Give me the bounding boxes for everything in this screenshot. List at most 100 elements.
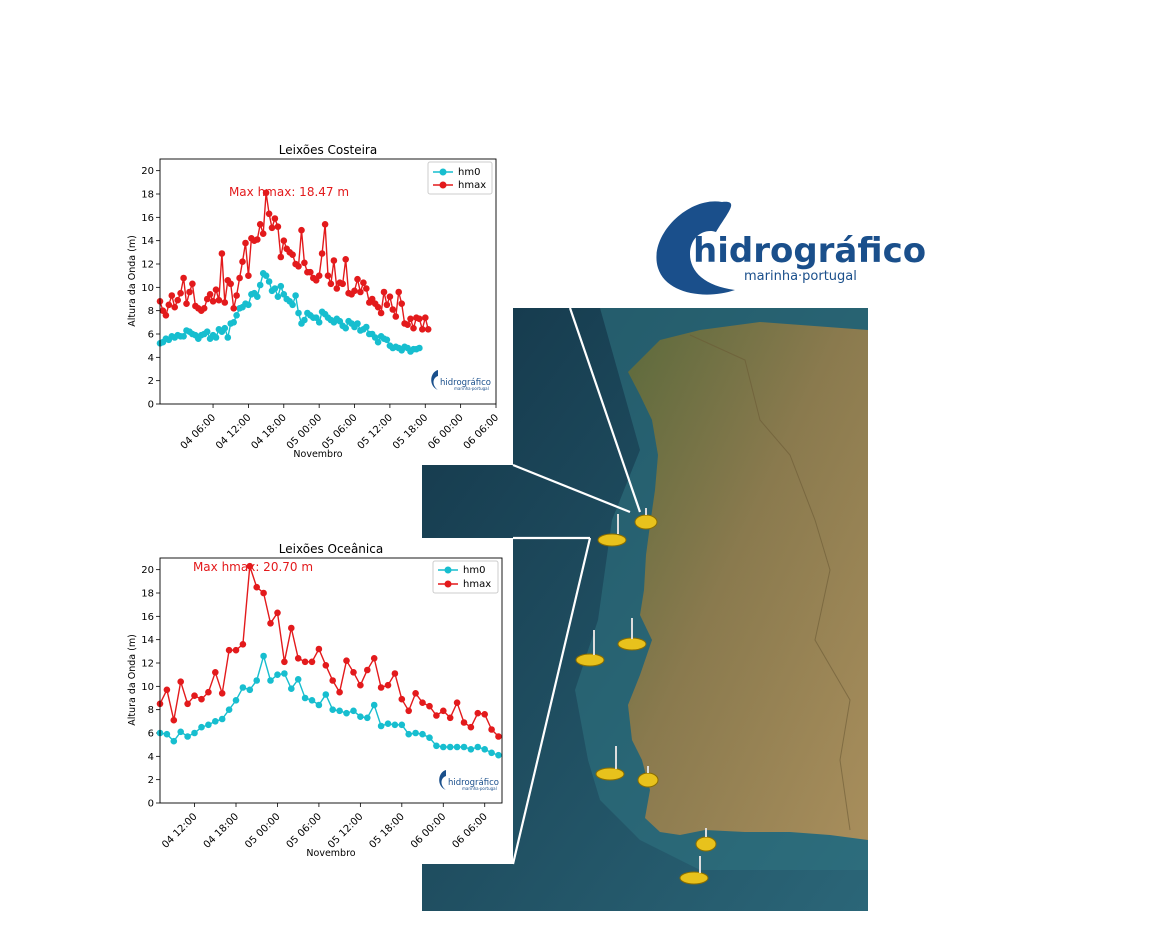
logo-main-text: hidrográfico (693, 231, 926, 271)
data-point-hmax (407, 315, 414, 323)
buoy-icon (597, 514, 627, 547)
data-point-hm0 (301, 694, 309, 702)
data-point-hmax (200, 305, 208, 312)
data-point-hmax (389, 306, 397, 313)
data-point-hmax (336, 688, 343, 696)
watermark-sub-text: marinha·portugal (462, 786, 497, 791)
data-point-hmax (354, 275, 361, 283)
data-point-hmax (184, 700, 191, 708)
buoy-icon (575, 630, 605, 667)
data-point-hmax (329, 677, 336, 684)
legend-marker-hmax (439, 181, 447, 189)
y-tick-label: 14 (141, 236, 154, 247)
data-point-hmax (318, 250, 326, 257)
data-point-hmax (198, 695, 205, 703)
data-point-hmax (209, 298, 217, 305)
data-point-hm0 (416, 344, 423, 352)
data-point-hm0 (177, 728, 184, 736)
data-point-hmax (298, 226, 305, 234)
data-point-hmax (294, 655, 302, 662)
data-point-hm0 (232, 697, 240, 704)
hidrografico-logo: hidrográfico marinha·portugal (656, 201, 926, 295)
data-point-hmax (384, 681, 392, 689)
data-point-hm0 (170, 737, 178, 745)
data-point-hmax (170, 716, 178, 724)
data-point-hm0 (322, 691, 330, 698)
data-point-hmax (368, 295, 376, 303)
data-point-hm0 (260, 652, 267, 660)
data-point-hmax (259, 230, 267, 237)
data-point-hmax (301, 259, 308, 267)
data-point-hmax (488, 726, 495, 733)
buoy-icon (617, 618, 647, 651)
data-point-hmax (380, 288, 388, 296)
data-point-hm0 (363, 323, 370, 331)
data-point-hmax (189, 280, 196, 288)
data-point-hm0 (474, 743, 482, 751)
legend-marker-hm0 (444, 566, 452, 574)
data-point-hm0 (288, 685, 295, 692)
data-point-hmax (239, 641, 247, 648)
data-point-hmax (474, 709, 482, 717)
data-point-hm0 (315, 701, 323, 709)
data-point-hm0 (391, 721, 399, 729)
buoy-icon (595, 746, 625, 781)
data-point-hm0 (384, 720, 392, 727)
data-point-hmax (171, 303, 178, 311)
data-point-hm0 (495, 751, 502, 759)
data-point-hm0 (460, 743, 468, 751)
data-point-hmax (218, 250, 226, 257)
x-axis-label: Novembro (306, 848, 355, 859)
data-point-hmax (392, 313, 400, 320)
data-point-hm0 (294, 676, 302, 683)
y-tick-label: 20 (141, 565, 154, 576)
data-point-hmax (289, 251, 296, 258)
data-point-hmax (205, 688, 212, 696)
data-point-hm0 (467, 746, 475, 753)
data-point-hmax (343, 657, 350, 664)
data-point-hm0 (274, 293, 282, 300)
data-point-hm0 (239, 684, 247, 691)
data-point-hmax (357, 288, 364, 296)
data-point-hmax (206, 291, 214, 298)
data-point-hm0 (405, 730, 413, 738)
data-point-hmax (308, 658, 316, 666)
data-point-hm0 (256, 281, 264, 289)
callout-line (568, 307, 642, 513)
data-point-hmax (395, 288, 403, 296)
data-point-hmax (383, 301, 391, 309)
data-point-hmax (410, 324, 417, 332)
data-point-hmax (236, 274, 243, 282)
data-point-hmax (191, 692, 198, 699)
data-point-hm0 (374, 338, 382, 346)
data-point-hm0 (433, 742, 440, 750)
data-point-hmax (274, 609, 281, 617)
data-point-hmax (274, 223, 282, 230)
data-point-hm0 (398, 721, 406, 729)
data-point-hmax (398, 300, 406, 307)
y-tick-label: 0 (148, 400, 154, 411)
data-point-hmax (165, 301, 173, 309)
y-tick-label: 2 (148, 775, 154, 786)
legend-marker-hmax (444, 580, 452, 588)
buoy-icon (695, 828, 717, 852)
y-tick-label: 16 (141, 213, 154, 224)
buoy-icon (679, 856, 709, 885)
data-point-hmax (453, 699, 461, 706)
data-point-hm0 (383, 336, 391, 344)
data-point-hmax (351, 287, 358, 295)
data-point-hm0 (329, 706, 336, 713)
data-point-hmax (433, 712, 440, 719)
data-point-hm0 (488, 749, 495, 757)
data-point-hmax (374, 303, 382, 311)
y-tick-label: 18 (141, 190, 154, 201)
data-point-hmax (440, 707, 447, 715)
data-point-hm0 (377, 722, 385, 730)
data-point-hmax (412, 690, 419, 697)
data-point-hm0 (295, 309, 302, 317)
data-point-hmax (271, 215, 279, 222)
plot-frame (159, 557, 503, 804)
data-point-hm0 (292, 292, 299, 299)
